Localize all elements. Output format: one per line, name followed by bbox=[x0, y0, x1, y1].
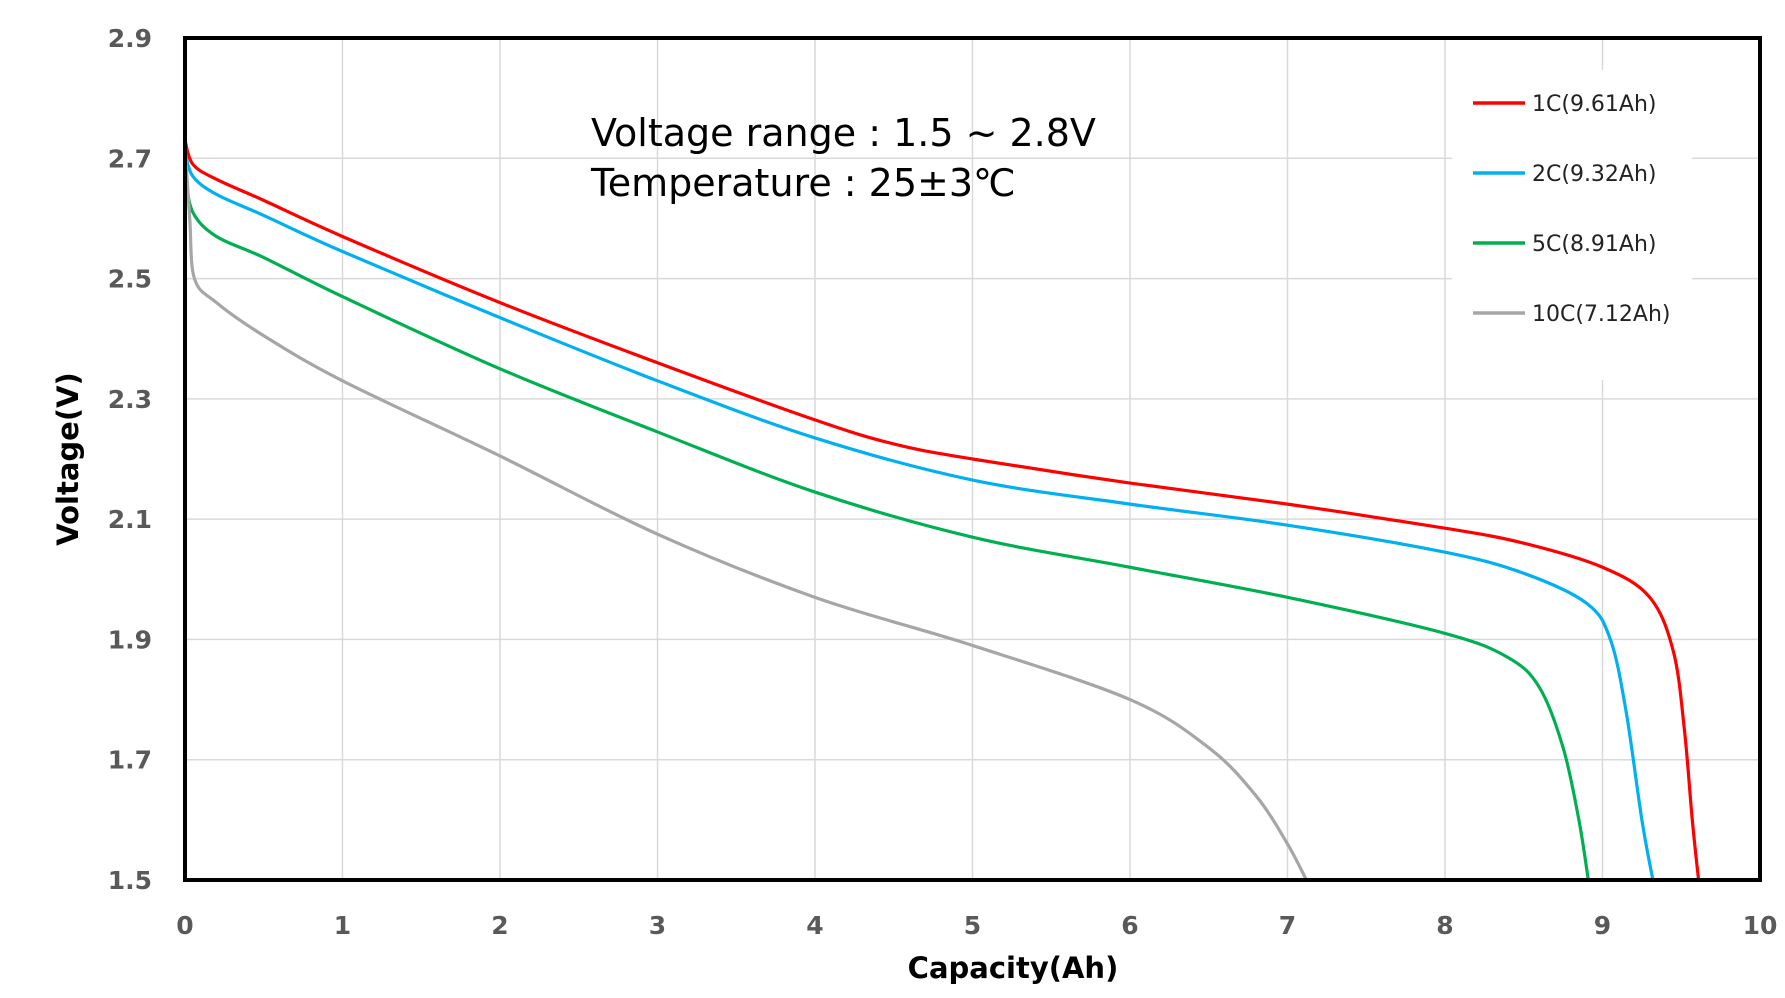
x-tick-label: 2 bbox=[491, 911, 508, 940]
x-tick-label: 1 bbox=[334, 911, 351, 940]
x-tick-label: 10 bbox=[1743, 911, 1778, 940]
x-tick-label: 7 bbox=[1279, 911, 1296, 940]
series-line-1c bbox=[183, 139, 1701, 881]
y-tick-label: 2.9 bbox=[108, 24, 152, 53]
series-line-10c bbox=[183, 146, 1308, 881]
series-lines bbox=[183, 139, 1701, 881]
plot-frame bbox=[183, 36, 1762, 882]
x-tick-label: 6 bbox=[1121, 911, 1138, 940]
y-tick-label: 2.3 bbox=[108, 385, 152, 414]
x-tick-label: 0 bbox=[176, 911, 193, 940]
x-tick-label: 5 bbox=[964, 911, 981, 940]
x-tick-labels: 0 1 2 3 4 5 6 7 8 9 10 bbox=[176, 911, 1777, 940]
x-axis-title: Capacity(Ah) bbox=[908, 951, 1119, 985]
x-tick-label: 4 bbox=[806, 911, 823, 940]
y-tick-label: 2.5 bbox=[108, 265, 152, 294]
x-tick-label: 9 bbox=[1594, 911, 1611, 940]
legend-label: 1C(9.61Ah) bbox=[1532, 92, 1657, 117]
legend-label: 5C(8.91Ah) bbox=[1532, 232, 1657, 257]
y-axis-title: Voltage(V) bbox=[51, 372, 85, 546]
y-tick-labels: 1.5 1.7 1.9 2.1 2.3 2.5 2.7 2.9 bbox=[108, 24, 152, 895]
annotation-voltage-range: Voltage range : 1.5 ~ 2.8V bbox=[591, 111, 1096, 155]
series-line-5c bbox=[183, 175, 1590, 881]
y-tick-label: 2.7 bbox=[108, 144, 152, 173]
annotation-temperature: Temperature : 25±3℃ bbox=[590, 161, 1016, 205]
x-tick-label: 3 bbox=[649, 911, 666, 940]
y-tick-label: 2.1 bbox=[108, 505, 152, 534]
legend: 1C(9.61Ah) 2C(9.32Ah) 5C(8.91Ah) 10C(7.12Ah… bbox=[1473, 92, 1671, 327]
y-tick-label: 1.7 bbox=[108, 746, 152, 775]
legend-label: 2C(9.32Ah) bbox=[1532, 162, 1657, 187]
legend-background bbox=[1452, 70, 1692, 380]
y-tick-label: 1.9 bbox=[108, 625, 152, 654]
series-line-2c bbox=[183, 151, 1655, 881]
y-tick-label: 1.5 bbox=[108, 866, 152, 895]
x-tick-label: 8 bbox=[1436, 911, 1453, 940]
legend-label: 10C(7.12Ah) bbox=[1532, 302, 1671, 327]
